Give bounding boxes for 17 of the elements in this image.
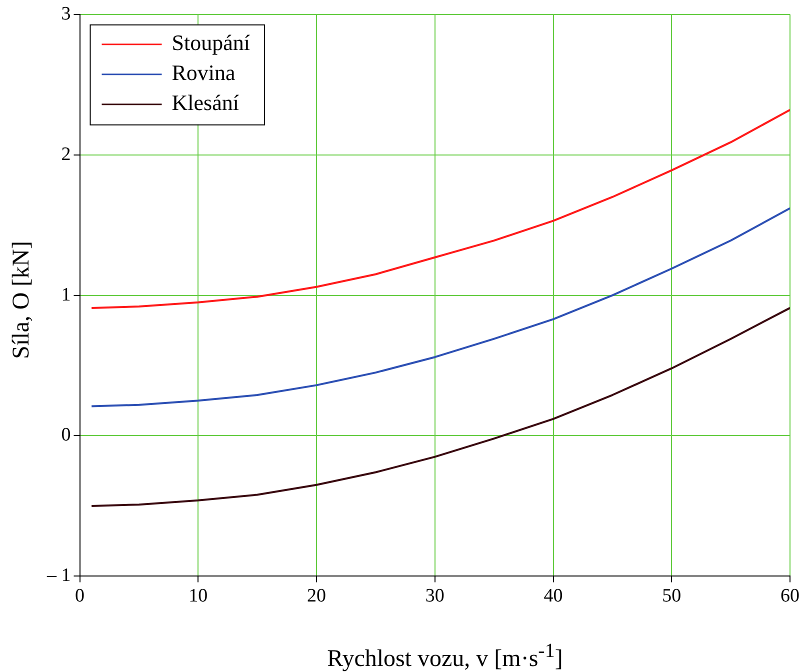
- x-tick-label: 0: [75, 586, 84, 607]
- x-tick-label: 60: [780, 586, 800, 607]
- x-axis-title: Rychlost vozu, v [m·s$^{-1}$]: [327, 640, 563, 672]
- y-tick-label: 1: [61, 284, 71, 306]
- legend-label: Rovina: [172, 60, 236, 86]
- y-tick-label: 3: [61, 3, 71, 24]
- x-tick-label: 20: [307, 586, 326, 607]
- y-tick-label: 0: [61, 424, 71, 446]
- x-tick-label: 30: [425, 586, 444, 607]
- x-tick-label: 10: [188, 586, 208, 607]
- legend-label: Stoupání: [172, 30, 250, 56]
- y-axis-title: Síla, O [kN]: [8, 241, 36, 359]
- y-tick-label: 2: [61, 144, 71, 165]
- x-tick-label: 50: [662, 586, 682, 607]
- legend-label: Klesání: [172, 90, 239, 116]
- x-tick-label: 40: [544, 586, 563, 607]
- y-tick-label: – 1: [46, 565, 71, 586]
